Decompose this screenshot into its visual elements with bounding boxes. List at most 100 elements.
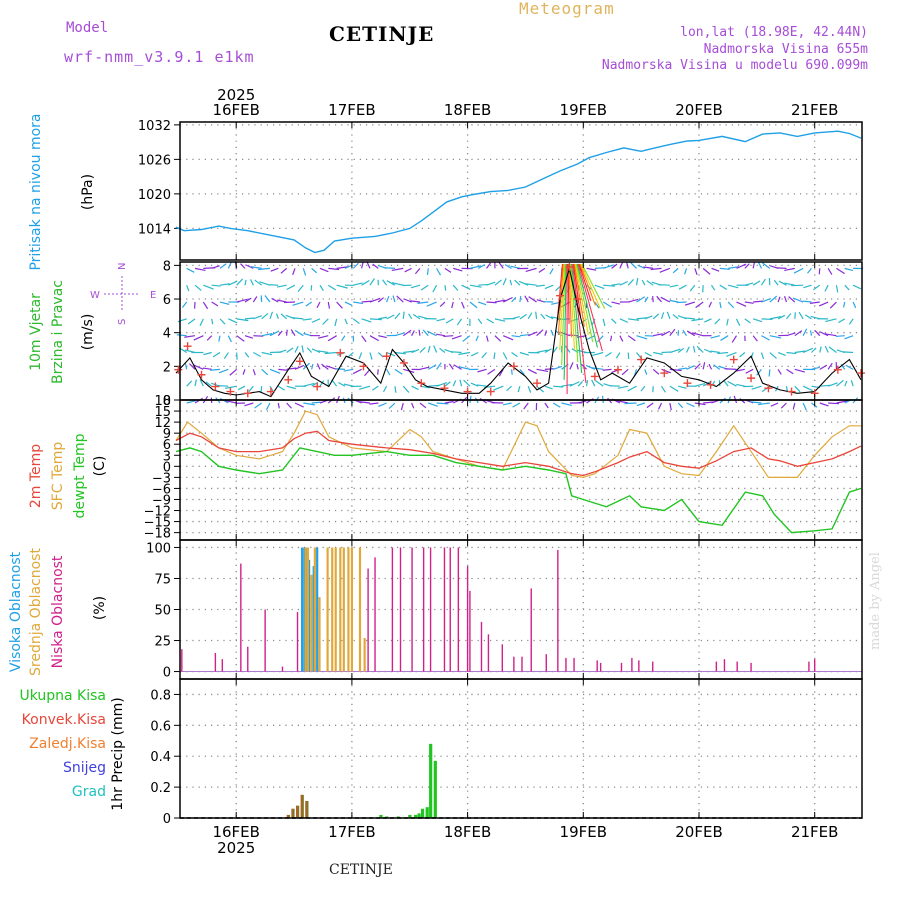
wind-arrow xyxy=(719,301,722,309)
wind-arrow xyxy=(824,345,829,353)
model-label: Model xyxy=(66,20,109,36)
wind-arrow xyxy=(324,351,337,355)
wind-arrow xyxy=(636,402,646,407)
wind-arrow xyxy=(286,385,296,390)
wind-arrow xyxy=(253,351,262,358)
wind-arrow xyxy=(736,383,745,387)
wind-arrow xyxy=(270,267,279,272)
x-tick-label-top: 16FEB xyxy=(212,101,259,119)
wind-arrow xyxy=(676,301,687,304)
wind-arrow xyxy=(819,402,829,407)
wind-arrow xyxy=(780,402,787,409)
wind-arrow xyxy=(792,402,796,410)
wind-arrow xyxy=(660,312,665,320)
wind-arrow xyxy=(802,347,814,354)
wind-arrow xyxy=(277,385,285,391)
wind-arrow xyxy=(527,368,537,375)
wind-arrow xyxy=(621,368,629,376)
wind-arrow xyxy=(498,261,504,269)
wind-arrow xyxy=(476,384,487,387)
wind-arrow xyxy=(335,368,345,370)
wind-arrow xyxy=(452,380,457,387)
wind-arrow xyxy=(316,363,321,370)
wind-arrow xyxy=(661,330,670,337)
wind-arrow xyxy=(236,335,245,342)
wind-arrow xyxy=(203,351,212,356)
wind-arrow xyxy=(319,284,324,292)
wind-arrow xyxy=(704,318,712,323)
wind-arrow xyxy=(794,350,806,354)
gust-marker xyxy=(533,379,542,388)
wind-arrow xyxy=(794,330,803,337)
wind-arrow xyxy=(286,284,296,291)
wind-arrow xyxy=(327,335,337,342)
high-cloud-bars xyxy=(301,547,319,672)
precip-bars xyxy=(286,743,437,818)
wind-arrow xyxy=(336,266,349,269)
wind-arrow xyxy=(646,402,654,409)
wind-arrow xyxy=(462,335,471,342)
y-tick-label: 100 xyxy=(146,541,171,556)
wind-arrow xyxy=(825,318,837,323)
wind-arrow xyxy=(592,351,604,357)
wind-arrow xyxy=(836,400,849,404)
precip-total-bar xyxy=(420,808,425,818)
gust-marker xyxy=(313,382,322,391)
wind-arrow xyxy=(669,368,682,372)
wind-arrow-strong xyxy=(571,263,583,374)
wind-arrow xyxy=(702,267,711,275)
wind-arrow xyxy=(591,379,596,387)
wind-arrow xyxy=(527,385,532,393)
wind-arrow xyxy=(458,351,471,356)
wind-arrow xyxy=(343,383,354,387)
y-tick-label: −3 xyxy=(152,471,171,486)
wind-arrow xyxy=(669,299,679,303)
ylabel-temp-dewpt: dewpt Temp xyxy=(72,433,88,518)
wind-arrow xyxy=(509,279,513,286)
wind-arrow xyxy=(656,295,662,303)
wind-arrow xyxy=(786,313,792,320)
wind-speed-line xyxy=(175,266,862,398)
wind-arrow xyxy=(219,283,230,286)
station-elevation: Nadmorska Visina 655m xyxy=(703,42,868,57)
wind-arrow xyxy=(736,368,745,372)
wind-arrow xyxy=(807,267,812,274)
wind-arrow xyxy=(286,329,288,336)
wind-arrow xyxy=(378,402,387,407)
precip-total-bar xyxy=(408,814,412,818)
wind-arrow xyxy=(218,335,221,342)
wind-arrow xyxy=(652,295,654,303)
wind-arrow xyxy=(317,335,329,339)
wind-arrow xyxy=(626,261,629,269)
wind-arrow xyxy=(603,264,614,269)
wind-arrow xyxy=(414,267,421,275)
wind-arrow xyxy=(302,318,312,321)
wind-arrow xyxy=(422,329,429,337)
wind-arrow xyxy=(402,329,412,337)
wind-arrow xyxy=(477,264,486,269)
wind-arrow xyxy=(744,318,751,324)
wind-arrow xyxy=(549,268,554,275)
wind-arrow xyxy=(504,264,512,269)
wind-arrow xyxy=(411,348,420,354)
wind-arrow xyxy=(744,263,750,269)
model-elevation: Nadmorska Visina u modelu 690.099m xyxy=(601,58,868,73)
wind-arrow xyxy=(510,369,513,375)
wind-arrow xyxy=(720,335,729,341)
wind-arrow xyxy=(297,284,304,293)
gust-marker xyxy=(660,369,669,378)
wind-arrow xyxy=(391,267,404,272)
wind-arrow xyxy=(227,261,232,269)
wind-arrow xyxy=(684,268,688,275)
wind-arrow xyxy=(689,284,696,292)
wind-arrow xyxy=(252,369,256,376)
wind-arrow xyxy=(223,352,229,359)
y-tick-label: 1014 xyxy=(138,222,171,237)
wind-arrow xyxy=(761,318,773,321)
y-tick-label: 75 xyxy=(154,572,171,587)
gust-marker xyxy=(417,379,426,388)
gust-marker xyxy=(706,380,715,389)
wind-arrow xyxy=(595,380,604,387)
wind-arrow xyxy=(211,318,214,325)
wind-arrow xyxy=(486,301,497,304)
